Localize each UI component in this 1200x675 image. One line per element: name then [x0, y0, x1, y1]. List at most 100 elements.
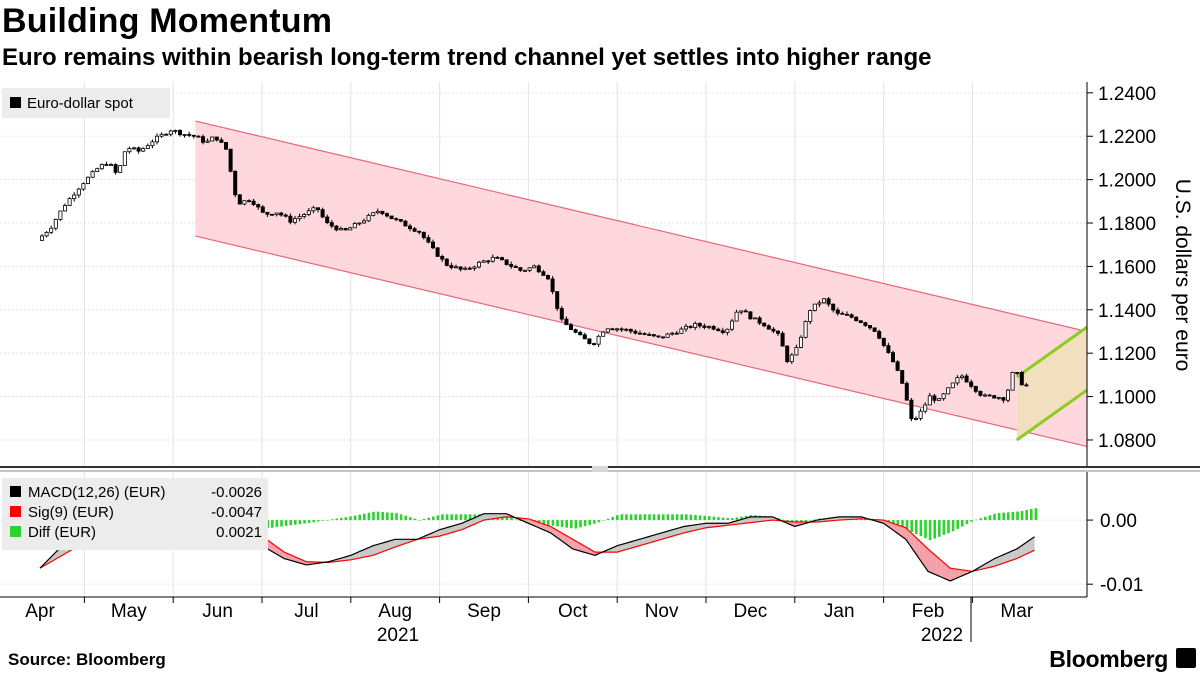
macd-histogram-bar — [680, 514, 683, 521]
macd-histogram-bar — [593, 520, 596, 524]
macd-signal-fill — [621, 543, 627, 551]
macd-histogram-bar — [910, 520, 913, 533]
macd-histogram-bar — [353, 515, 357, 521]
macd-signal-fill — [1016, 545, 1022, 559]
macd-histogram-bar — [317, 520, 320, 522]
candle-down — [863, 322, 868, 326]
macd-histogram-bar — [358, 514, 361, 521]
macd-histogram-bar — [602, 520, 605, 521]
macd-histogram-bar — [961, 520, 964, 527]
candle-down — [104, 164, 109, 166]
candle-up — [109, 164, 114, 166]
macd-histogram-bar — [735, 517, 739, 521]
macd-histogram-bar — [1025, 509, 1028, 521]
signal-legend-value: -0.0047 — [211, 504, 262, 521]
chart-title: Building Momentum — [2, 2, 333, 40]
candle-down — [757, 317, 762, 324]
candle-up — [99, 164, 104, 170]
macd-signal-fill — [941, 560, 946, 580]
candle-up — [693, 323, 698, 328]
candle-up — [150, 141, 155, 147]
x-tick-label: Nov — [645, 601, 679, 622]
candle-down — [610, 328, 615, 331]
candle-down — [987, 394, 992, 397]
macd-histogram-bar — [574, 520, 578, 529]
candle-down — [849, 314, 854, 318]
macd-histogram-bar — [965, 520, 969, 525]
candle-down — [978, 390, 983, 396]
candle-down — [380, 210, 385, 215]
candle-down — [435, 247, 440, 257]
macd-signal-fill — [639, 538, 644, 546]
macd-histogram-bar — [459, 514, 463, 521]
price-tick-label: 1.1600 — [1098, 257, 1156, 278]
macd-histogram-bar — [689, 514, 693, 521]
chart-subtitle: Euro remains within bearish long-term tr… — [2, 44, 932, 71]
candle-down — [642, 333, 647, 335]
macd-histogram-bar — [280, 520, 283, 527]
candle-down — [674, 332, 679, 335]
macd-signal-fill — [905, 527, 911, 546]
macd-histogram-bar — [344, 517, 348, 521]
macd-histogram-bar — [657, 514, 660, 521]
candle-down — [973, 385, 978, 392]
price-tick-label: 1.1400 — [1098, 301, 1156, 322]
macd-histogram-bar — [698, 515, 702, 521]
candle-down — [656, 335, 661, 338]
macd-signal-fill — [697, 523, 702, 530]
macd-histogram-bar — [956, 520, 959, 529]
macd-histogram-bar — [652, 514, 656, 521]
candle-up — [72, 194, 77, 200]
macd-histogram-bar — [915, 520, 918, 535]
signal-legend-swatch — [10, 506, 21, 517]
candle-down — [716, 328, 721, 332]
macd-histogram-bar — [781, 519, 785, 521]
macd-histogram-bar — [464, 514, 467, 521]
macd-histogram-bar — [685, 514, 688, 521]
macd-histogram-bar — [1016, 511, 1019, 521]
candle-down — [992, 395, 997, 399]
macd-signal-fill — [492, 513, 498, 519]
candle-up — [352, 223, 357, 229]
macd-histogram-bar — [510, 518, 513, 521]
macd-signal-fill — [1003, 552, 1008, 564]
macd-histogram-bar — [588, 520, 591, 525]
price-tick-label: 1.2000 — [1098, 171, 1156, 192]
macd-histogram-bar — [583, 520, 587, 527]
macd-y-tick-labels: 0.00 -0.01 — [1087, 511, 1143, 596]
candle-up — [292, 218, 297, 223]
diff-legend-value: 0.0021 — [216, 524, 262, 541]
x-tick-label: Oct — [558, 601, 588, 622]
candle-down — [868, 325, 873, 329]
macd-histogram-bar — [648, 514, 651, 521]
candle-down — [136, 147, 141, 152]
candle-up — [523, 269, 528, 272]
bloomberg-terminal-icon — [1176, 648, 1196, 668]
candle-up — [960, 375, 965, 378]
candle-down — [384, 213, 389, 217]
candle-up — [371, 212, 376, 216]
macd-histogram-bar — [565, 520, 568, 528]
macd-signal-fill — [901, 526, 906, 540]
macd-histogram-bar — [671, 514, 674, 521]
candle-down — [702, 325, 707, 328]
macd-histogram-bar — [629, 514, 633, 521]
range-channel-lower-line — [1015, 388, 1088, 442]
candle-up — [803, 321, 808, 338]
candle-up — [44, 231, 49, 237]
macd-histogram-bar — [294, 520, 297, 525]
candle-down — [909, 399, 914, 420]
candle-down — [495, 256, 500, 259]
macd-histogram-bar — [892, 520, 895, 526]
divider-handle[interactable] — [592, 466, 608, 472]
price-tick-label: 1.1800 — [1098, 214, 1156, 235]
macd-signal-fill — [652, 534, 658, 542]
candle-down — [932, 395, 937, 401]
candle-down — [389, 215, 394, 220]
macd-histogram-bar — [367, 512, 371, 521]
candle-down — [113, 164, 118, 173]
candle-up — [725, 328, 730, 333]
candle-up — [182, 134, 187, 136]
candle-down — [518, 267, 523, 271]
candle-down — [536, 265, 541, 273]
